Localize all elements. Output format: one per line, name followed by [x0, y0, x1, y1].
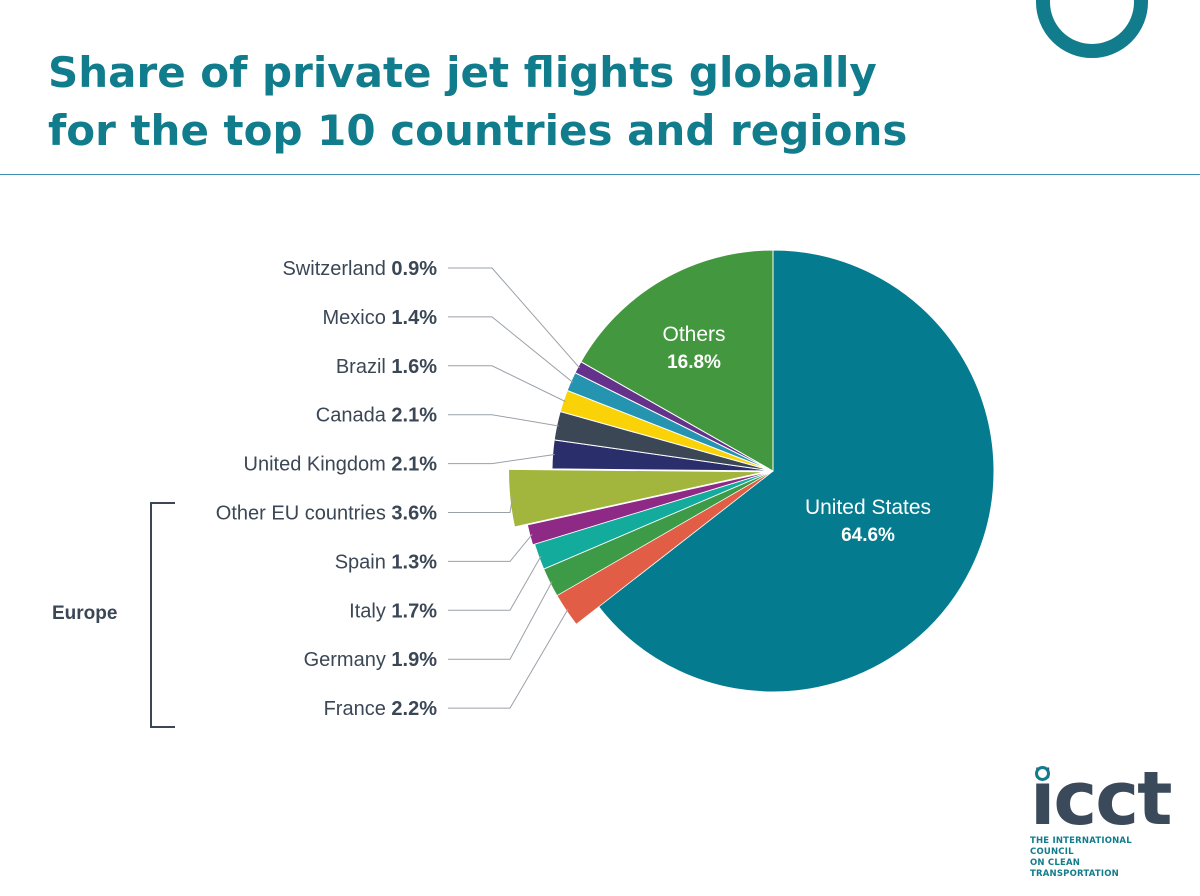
header-divider [0, 174, 1200, 175]
leader-line-other-eu-countries [448, 497, 513, 513]
slice-label-united-kingdom: United Kingdom 2.1% [244, 454, 438, 476]
logo-tagline-line-2: ON CLEAN TRANSPORTATION [1030, 858, 1119, 879]
slice-name-italy: Italy [349, 600, 391, 622]
slice-label-germany: Germany 1.9% [304, 649, 438, 671]
slice-name-france: France [324, 698, 392, 720]
slice-name-switzerland: Switzerland [282, 258, 391, 280]
slice-name-mexico: Mexico [323, 307, 392, 329]
slice-name-other-eu-countries: Other EU countries [216, 503, 392, 525]
slice-france [557, 473, 769, 624]
slice-value-mexico: 1.4% [391, 307, 437, 329]
slice-value-others: 16.8% [667, 352, 721, 373]
pie-slices [509, 249, 995, 693]
chart-title-line-1: Share of private jet flights globally [48, 48, 877, 97]
slice-name-spain: Spain [335, 551, 392, 573]
leader-line-germany [448, 581, 553, 660]
leader-line-switzerland [448, 267, 581, 369]
europe-group-label: Europe [52, 603, 117, 624]
slice-name-united-kingdom: United Kingdom [244, 454, 392, 476]
slice-name-germany: Germany [304, 649, 392, 671]
slice-value-united-kingdom: 2.1% [391, 454, 437, 476]
slice-other-eu-countries [509, 469, 762, 527]
logo-tagline-line-1: THE INTERNATIONAL COUNCIL [1030, 836, 1132, 857]
leader-line-brazil [448, 365, 566, 402]
leader-lines [448, 267, 581, 709]
slice-germany [544, 474, 767, 596]
logo-dot-icon [1035, 766, 1050, 781]
leader-line-spain [448, 533, 533, 562]
slice-label-mexico: Mexico 1.4% [323, 307, 438, 329]
slice-label-brazil: Brazil 1.6% [336, 356, 437, 378]
slice-value-italy: 1.7% [391, 600, 437, 622]
icct-logo: icct THE INTERNATIONAL COUNCIL ON CLEAN … [1030, 762, 1172, 880]
leader-line-italy [448, 555, 542, 611]
slice-label-france: France 2.2% [324, 698, 438, 720]
slice-value-germany: 1.9% [391, 649, 437, 671]
chart-title: Share of private jet flights globally fo… [48, 44, 907, 160]
slice-name-canada: Canada [316, 405, 392, 427]
slice-united-states [597, 249, 995, 693]
logo-tagline: THE INTERNATIONAL COUNCIL ON CLEAN TRANS… [1030, 836, 1170, 880]
slice-value-spain: 1.3% [391, 551, 437, 573]
logo-wordmark: icct [1030, 762, 1172, 836]
slice-italy [535, 474, 765, 569]
slice-value-united-states: 64.6% [841, 525, 895, 546]
logo-word: icct [1030, 756, 1172, 842]
europe-bracket: Europe [52, 502, 175, 728]
slice-label-others: Others [662, 323, 725, 346]
slice-name-brazil: Brazil [336, 356, 392, 378]
slice-label-spain: Spain 1.3% [335, 551, 438, 573]
slice-label-other-eu-countries: Other EU countries 3.6% [216, 503, 437, 525]
slice-label-united-states: United States [805, 496, 931, 519]
slice-value-switzerland: 0.9% [391, 258, 437, 280]
slice-value-other-eu-countries: 3.6% [391, 503, 437, 525]
leader-line-united-kingdom [448, 454, 555, 465]
slice-spain [527, 473, 764, 545]
leader-line-france [448, 608, 569, 709]
slice-value-france: 2.2% [391, 698, 437, 720]
slice-label-canada: Canada 2.1% [316, 405, 437, 427]
leader-line-mexico [448, 316, 574, 383]
slice-value-canada: 2.1% [391, 405, 437, 427]
slice-label-switzerland: Switzerland 0.9% [282, 258, 437, 280]
chart-title-line-2: for the top 10 countries and regions [48, 106, 908, 155]
slice-labels: United States 64.6% France 2.2% Germany 1.9… [216, 258, 931, 720]
slice-label-italy: Italy 1.7% [349, 600, 437, 622]
slice-others [580, 249, 774, 472]
slice-value-brazil: 1.6% [391, 356, 437, 378]
leader-line-canada [448, 414, 559, 427]
